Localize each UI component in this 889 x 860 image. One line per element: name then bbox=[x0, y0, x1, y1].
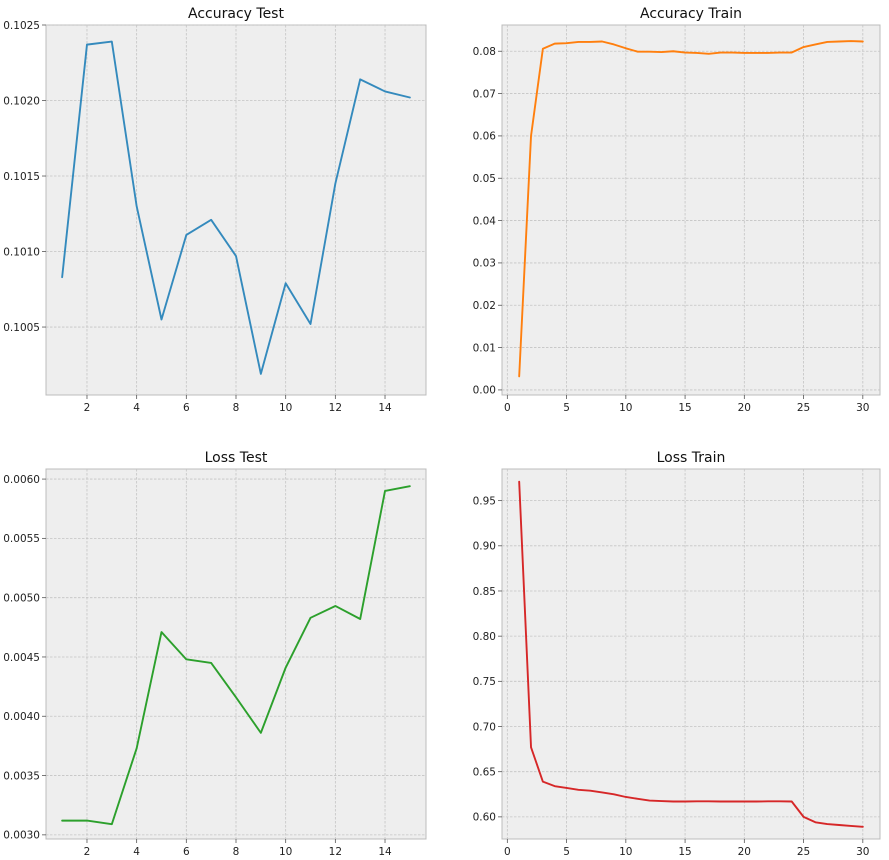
subplot-loss-test: 2 4 6 8 10 12 14 0.0030 0.0035 0.0040 0.0045 0.0050… bbox=[3, 450, 427, 858]
accuracy-train-y-tick-label: 0.07 bbox=[473, 88, 496, 100]
accuracy-train-x-tick-label: 15 bbox=[678, 402, 691, 414]
accuracy-train-title: Accuracy Train bbox=[640, 6, 742, 22]
accuracy-test-x-tick-label: 2 bbox=[84, 402, 91, 414]
loss-test-y-tick-label: 0.0040 bbox=[3, 711, 40, 723]
accuracy-train-x-tick-label: 30 bbox=[856, 402, 869, 414]
accuracy-train-y-tick-label: 0.05 bbox=[473, 173, 496, 185]
loss-train-x-tick-label: 0 bbox=[504, 846, 511, 858]
accuracy-train-x-tick-label: 25 bbox=[797, 402, 810, 414]
loss-test-y-tick-label: 0.0050 bbox=[3, 592, 40, 604]
loss-train-x-tick-label: 10 bbox=[619, 846, 632, 858]
accuracy-train-y-tick-label: 0.02 bbox=[473, 300, 496, 312]
accuracy-train-plot-area bbox=[501, 24, 881, 396]
loss-test-x-tick-label: 4 bbox=[133, 846, 140, 858]
loss-test-y-tick-label: 0.0055 bbox=[3, 533, 40, 545]
accuracy-test-y-tick-label: 0.1005 bbox=[3, 322, 40, 334]
loss-test-x-tick-label: 10 bbox=[279, 846, 292, 858]
loss-test-y-tick-label: 0.0045 bbox=[3, 652, 40, 664]
accuracy-train-y-tick-label: 0.04 bbox=[473, 215, 497, 227]
accuracy-train-x-tick-label: 20 bbox=[738, 402, 751, 414]
accuracy-train-y-tick-label: 0.00 bbox=[473, 385, 496, 397]
loss-train-title: Loss Train bbox=[657, 450, 726, 466]
accuracy-test-x-tick-label: 10 bbox=[279, 402, 292, 414]
loss-test-y-tick-label: 0.0030 bbox=[3, 830, 40, 842]
loss-train-x-tick-label: 15 bbox=[678, 846, 691, 858]
loss-test-x-tick-label: 6 bbox=[183, 846, 190, 858]
accuracy-test-x-tick-label: 12 bbox=[329, 402, 342, 414]
loss-train-x-tick-label: 25 bbox=[797, 846, 810, 858]
accuracy-train-x-tick-label: 10 bbox=[619, 402, 632, 414]
accuracy-train-series-line bbox=[518, 40, 864, 378]
loss-train-y-tick-label: 0.80 bbox=[473, 631, 496, 643]
accuracy-test-x-tick-label: 4 bbox=[133, 402, 140, 414]
loss-train-y-tick-label: 0.65 bbox=[473, 766, 496, 778]
accuracy-train-y-tick-label: 0.08 bbox=[473, 46, 496, 58]
loss-test-series-line bbox=[61, 485, 411, 826]
loss-test-y-tick-label: 0.0060 bbox=[3, 474, 40, 486]
subplot-loss-train: 0 5 10 15 20 25 30 0.60 0.65 0.70 0.75 0.80 0.85 0.90… bbox=[473, 450, 881, 858]
loss-train-x-tick-label: 30 bbox=[856, 846, 869, 858]
loss-train-y-tick-label: 0.70 bbox=[473, 721, 496, 733]
loss-test-y-tick-label: 0.0035 bbox=[3, 770, 40, 782]
loss-train-y-tick-label: 0.75 bbox=[473, 676, 496, 688]
accuracy-train-x-tick-label: 0 bbox=[504, 402, 511, 414]
loss-train-y-tick-label: 0.90 bbox=[473, 541, 496, 553]
loss-train-series-line bbox=[518, 480, 864, 828]
accuracy-train-y-tick-label: 0.03 bbox=[473, 258, 496, 270]
loss-train-plot-area bbox=[501, 468, 881, 840]
loss-test-x-tick-label: 12 bbox=[329, 846, 342, 858]
loss-test-x-tick-label: 2 bbox=[84, 846, 91, 858]
loss-train-x-tick-label: 5 bbox=[563, 846, 570, 858]
accuracy-test-y-tick-label: 0.1025 bbox=[3, 20, 40, 32]
loss-test-x-tick-label: 14 bbox=[378, 846, 392, 858]
loss-train-y-tick-label: 0.95 bbox=[473, 495, 496, 507]
loss-test-title: Loss Test bbox=[205, 450, 268, 466]
accuracy-train-y-tick-label: 0.01 bbox=[473, 342, 496, 354]
accuracy-test-y-tick-label: 0.1020 bbox=[3, 95, 40, 107]
subplot-accuracy-train: 0 5 10 15 20 25 30 0.00 0.01 0.02 0.03 0.04 0.05 0.06… bbox=[473, 6, 881, 414]
loss-train-y-tick-label: 0.60 bbox=[473, 812, 496, 824]
accuracy-test-y-tick-label: 0.1010 bbox=[3, 246, 40, 258]
accuracy-test-x-tick-label: 14 bbox=[378, 402, 392, 414]
loss-train-y-tick-label: 0.85 bbox=[473, 586, 496, 598]
accuracy-test-y-tick-label: 0.1015 bbox=[3, 171, 40, 183]
accuracy-test-title: Accuracy Test bbox=[188, 6, 284, 22]
accuracy-train-x-tick-label: 5 bbox=[563, 402, 570, 414]
loss-test-x-tick-label: 8 bbox=[233, 846, 240, 858]
accuracy-test-x-tick-label: 6 bbox=[183, 402, 190, 414]
accuracy-test-series-line bbox=[61, 40, 411, 375]
accuracy-train-y-tick-label: 0.06 bbox=[473, 131, 497, 143]
loss-train-x-tick-label: 20 bbox=[738, 846, 751, 858]
accuracy-test-x-tick-label: 8 bbox=[233, 402, 240, 414]
subplot-accuracy-test: 2 4 6 8 10 12 14 0.1005 0.1010 0.1015 0.1020 0.1025… bbox=[3, 6, 427, 414]
